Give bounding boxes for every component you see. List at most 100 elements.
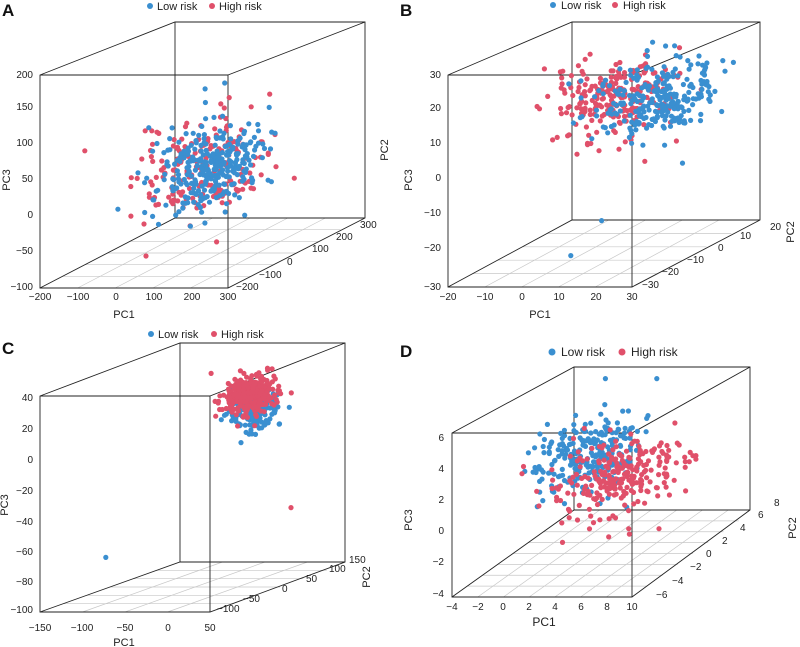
point-high-risk [574,517,581,523]
point-low-risk [622,425,628,431]
point-high-risk [534,488,540,494]
point-high-risk [620,476,626,482]
point-low-risk [150,213,156,219]
point-high-risk [616,146,622,152]
point-high-risk [621,460,627,466]
point-high-risk [673,138,680,144]
point-high-risk [656,526,662,532]
point-low-risk [588,420,594,426]
floor-grid-d [467,509,739,598]
point-high-risk [628,487,634,494]
point-high-risk [683,488,689,494]
point-high-risk [597,118,603,124]
point-low-risk [634,119,640,125]
point-high-risk [233,412,239,418]
point-high-risk [231,383,237,389]
point-high-risk [554,494,560,500]
point-low-risk [660,123,666,129]
ztick: 0 [27,210,33,221]
panel-label-b: B [400,1,412,20]
point-low-risk [620,408,626,414]
point-high-risk [655,493,661,499]
point-low-risk [172,161,178,167]
point-low-risk [191,185,197,191]
point-low-risk [193,140,199,146]
point-high-risk [599,496,605,502]
point-high-risk [643,461,650,468]
point-low-risk [189,180,195,186]
point-low-risk [627,67,634,73]
ytick: −200 [236,282,259,293]
point-low-risk [676,119,682,125]
point-high-risk [638,487,644,494]
point-low-risk [587,440,594,446]
point-low-risk [163,202,169,208]
point-low-risk [195,188,202,194]
point-low-risk [202,86,208,92]
point-high-risk [519,471,525,477]
ztick: −20 [424,243,441,254]
point-low-risk [629,140,635,146]
point-high-risk [587,51,593,57]
point-low-risk [248,139,254,145]
point-low-risk [649,122,655,129]
point-high-risk [536,503,542,509]
point-high-risk [139,156,145,162]
panel-d: D Low risk High risk −4 −2 0 2 4 6 8 10 [400,342,799,629]
point-high-risk [269,366,275,372]
point-low-risk [704,60,710,66]
point-low-risk [719,108,725,115]
point-high-risk [149,141,156,147]
point-high-risk [656,443,663,449]
point-low-risk [675,115,681,121]
point-high-risk [142,128,148,134]
point-low-risk [551,458,558,464]
point-low-risk [239,144,245,150]
point-low-risk [643,114,649,121]
point-high-risk [666,447,672,453]
point-high-risk [254,373,260,379]
point-high-risk [682,464,688,470]
point-low-risk [659,70,666,76]
panel-a: A Low risk High risk −200 −100 0 100 200… [1,1,391,321]
point-high-risk [649,449,656,455]
point-high-risk [235,392,241,398]
ztick: −60 [16,547,33,558]
point-high-risk [520,463,527,470]
point-low-risk [645,103,651,109]
point-low-risk [639,85,645,91]
point-low-risk [226,141,232,147]
ztick: −20 [16,486,33,497]
point-low-risk [255,128,262,134]
point-high-risk [258,373,265,379]
point-low-risk [572,465,578,472]
point-low-risk [221,130,227,136]
point-high-risk [610,513,616,519]
point-high-risk [596,476,602,482]
point-low-risk [603,77,609,83]
point-high-risk [612,482,618,488]
point-high-risk [128,175,134,181]
point-low-risk [667,123,674,129]
point-high-risk [587,111,593,118]
point-low-risk [646,83,653,89]
xtick: 10 [626,602,638,613]
point-low-risk [192,167,198,173]
point-low-risk [602,424,608,430]
point-low-risk [221,161,227,167]
point-high-risk [186,185,193,192]
point-low-risk [634,67,640,73]
xtick: −200 [29,292,52,303]
point-low-risk [214,162,220,168]
point-high-risk [580,458,586,464]
point-high-risk [626,464,632,470]
yticks-c: −100 −50 0 50 100 150 [217,555,366,615]
point-low-risk [568,462,574,468]
point-high-risk [630,475,637,481]
point-low-risk [199,183,205,189]
point-low-risk [564,447,571,453]
point-low-risk [215,174,221,180]
point-low-risk [537,431,543,437]
point-high-risk [589,445,595,451]
point-low-risk [680,81,687,88]
